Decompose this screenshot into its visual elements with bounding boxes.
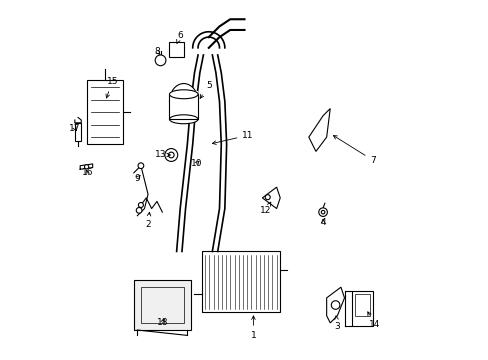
Text: 1: 1 — [250, 316, 256, 340]
Text: 9: 9 — [134, 174, 140, 183]
Ellipse shape — [169, 115, 198, 124]
Text: 7: 7 — [333, 135, 375, 165]
Bar — [201, 251, 280, 312]
Bar — [351, 291, 372, 327]
Circle shape — [138, 203, 143, 207]
Text: 11: 11 — [212, 131, 253, 144]
Bar — [354, 294, 369, 316]
Bar — [87, 80, 123, 144]
Text: 18: 18 — [156, 318, 168, 327]
Text: 12: 12 — [260, 202, 271, 215]
Text: 6: 6 — [176, 31, 183, 44]
Text: 8: 8 — [154, 47, 160, 56]
Text: 3: 3 — [334, 316, 340, 331]
Circle shape — [168, 152, 174, 158]
Text: 16: 16 — [81, 168, 93, 177]
FancyBboxPatch shape — [134, 280, 190, 330]
Polygon shape — [262, 187, 280, 208]
Text: 15: 15 — [106, 77, 118, 98]
Polygon shape — [308, 109, 329, 152]
Circle shape — [136, 207, 142, 213]
Circle shape — [138, 163, 143, 168]
Bar — [169, 91, 198, 119]
Circle shape — [264, 195, 270, 200]
Polygon shape — [326, 287, 344, 323]
Circle shape — [164, 149, 177, 161]
Bar — [75, 123, 81, 141]
Ellipse shape — [169, 84, 198, 119]
Bar — [141, 287, 183, 323]
Text: 13: 13 — [155, 150, 170, 159]
Text: 14: 14 — [367, 312, 380, 329]
Circle shape — [331, 301, 339, 309]
Circle shape — [84, 165, 88, 169]
Text: 17: 17 — [69, 124, 81, 133]
Circle shape — [318, 208, 326, 216]
Circle shape — [321, 210, 324, 214]
Bar — [169, 42, 183, 57]
Text: 5: 5 — [200, 81, 211, 98]
Circle shape — [155, 55, 165, 66]
Text: 10: 10 — [190, 159, 202, 168]
Text: 4: 4 — [320, 219, 325, 228]
Ellipse shape — [169, 90, 198, 99]
Text: 2: 2 — [145, 212, 151, 229]
